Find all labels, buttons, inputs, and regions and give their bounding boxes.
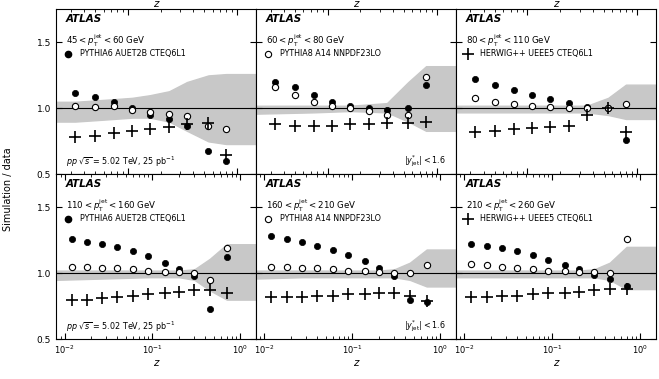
Text: $60 < p_{\mathrm{T}}^{\mathrm{jet}} < 80$ GeV: $60 < p_{\mathrm{T}}^{\mathrm{jet}} < 80… — [266, 33, 345, 49]
Text: $110 < p_{\mathrm{T}}^{\mathrm{jet}} < 160$ GeV: $110 < p_{\mathrm{T}}^{\mathrm{jet}} < 1… — [66, 197, 157, 214]
Text: HERWIG++ UEEE5 CTEQ6L1: HERWIG++ UEEE5 CTEQ6L1 — [480, 215, 592, 223]
Title: z: z — [353, 0, 358, 9]
Text: PYTHIA6 AUET2B CTEQ6L1: PYTHIA6 AUET2B CTEQ6L1 — [80, 50, 186, 58]
Text: ATLAS: ATLAS — [466, 179, 502, 189]
Title: z: z — [153, 0, 159, 9]
Text: PYTHIA8 A14 NNPDF23LO: PYTHIA8 A14 NNPDF23LO — [280, 50, 381, 58]
Text: $|y^{*}_{\mathrm{jet}}| < 1.6$: $|y^{*}_{\mathrm{jet}}| < 1.6$ — [404, 154, 445, 169]
Text: $210 < p_{\mathrm{T}}^{\mathrm{jet}} < 260$ GeV: $210 < p_{\mathrm{T}}^{\mathrm{jet}} < 2… — [466, 197, 556, 214]
Text: Simulation / data: Simulation / data — [3, 148, 13, 231]
Text: $80 < p_{\mathrm{T}}^{\mathrm{jet}} < 110$ GeV: $80 < p_{\mathrm{T}}^{\mathrm{jet}} < 11… — [466, 33, 551, 49]
Text: $|y^{*}_{\mathrm{jet}}| < 1.6$: $|y^{*}_{\mathrm{jet}}| < 1.6$ — [404, 319, 445, 334]
Text: $45 < p_{\mathrm{T}}^{\mathrm{jet}} < 60$ GeV: $45 < p_{\mathrm{T}}^{\mathrm{jet}} < 60… — [66, 33, 146, 49]
X-axis label: z: z — [353, 358, 358, 368]
Text: ATLAS: ATLAS — [66, 179, 102, 189]
Text: PYTHIA6 AUET2B CTEQ6L1: PYTHIA6 AUET2B CTEQ6L1 — [80, 215, 186, 223]
Text: ATLAS: ATLAS — [466, 14, 502, 24]
Text: HERWIG++ UEEE5 CTEQ6L1: HERWIG++ UEEE5 CTEQ6L1 — [480, 50, 592, 58]
Text: ATLAS: ATLAS — [266, 179, 302, 189]
Text: $pp$ $\sqrt{s}$ = 5.02 TeV, 25 pb$^{-1}$: $pp$ $\sqrt{s}$ = 5.02 TeV, 25 pb$^{-1}$ — [66, 155, 175, 169]
Text: PYTHIA8 A14 NNPDF23LO: PYTHIA8 A14 NNPDF23LO — [280, 215, 381, 223]
Text: ATLAS: ATLAS — [66, 14, 102, 24]
Text: ATLAS: ATLAS — [266, 14, 302, 24]
Text: $pp$ $\sqrt{s}$ = 5.02 TeV, 25 pb$^{-1}$: $pp$ $\sqrt{s}$ = 5.02 TeV, 25 pb$^{-1}$ — [66, 320, 175, 334]
X-axis label: z: z — [153, 358, 159, 368]
X-axis label: z: z — [553, 358, 559, 368]
Text: $160 < p_{\mathrm{T}}^{\mathrm{jet}} < 210$ GeV: $160 < p_{\mathrm{T}}^{\mathrm{jet}} < 2… — [266, 197, 357, 214]
Title: z: z — [553, 0, 559, 9]
